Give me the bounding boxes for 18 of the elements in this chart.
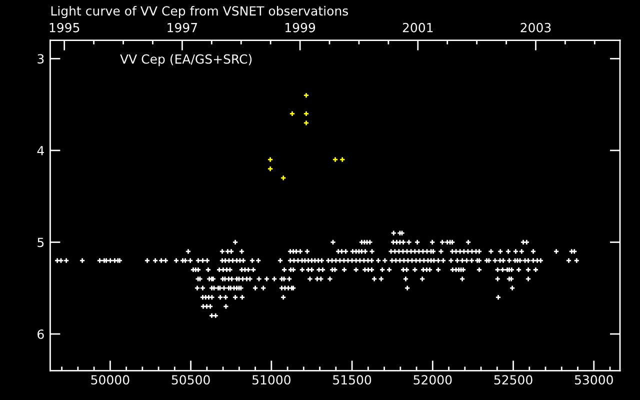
x-tick-label: 50000 (91, 375, 130, 385)
x-tick-label: 52000 (414, 375, 452, 385)
y-tick-label: 6 (38, 329, 44, 339)
x2-tick-label: 2003 (520, 22, 551, 32)
x-tick-label: 52500 (494, 375, 532, 385)
x2-tick-label: 2001 (402, 22, 433, 32)
x-tick-label: 50500 (172, 375, 210, 385)
x-tick-label: 53000 (574, 375, 613, 385)
x2-tick-label: 1999 (286, 22, 316, 32)
x2-tick-label: 1995 (50, 22, 80, 32)
x2-tick-label: 1997 (168, 22, 198, 32)
x-tick-label: 51500 (333, 375, 372, 385)
y-tick-label: 3 (38, 54, 44, 64)
x-tick-label: 51000 (252, 375, 290, 385)
y-tick-label: 4 (37, 146, 44, 156)
y-tick-label: 5 (38, 238, 44, 248)
chart-title: Light curve of VV Cep from VSNET observations (51, 6, 348, 18)
annotation: VV Cep (EA/GS+SRC) (120, 54, 252, 66)
